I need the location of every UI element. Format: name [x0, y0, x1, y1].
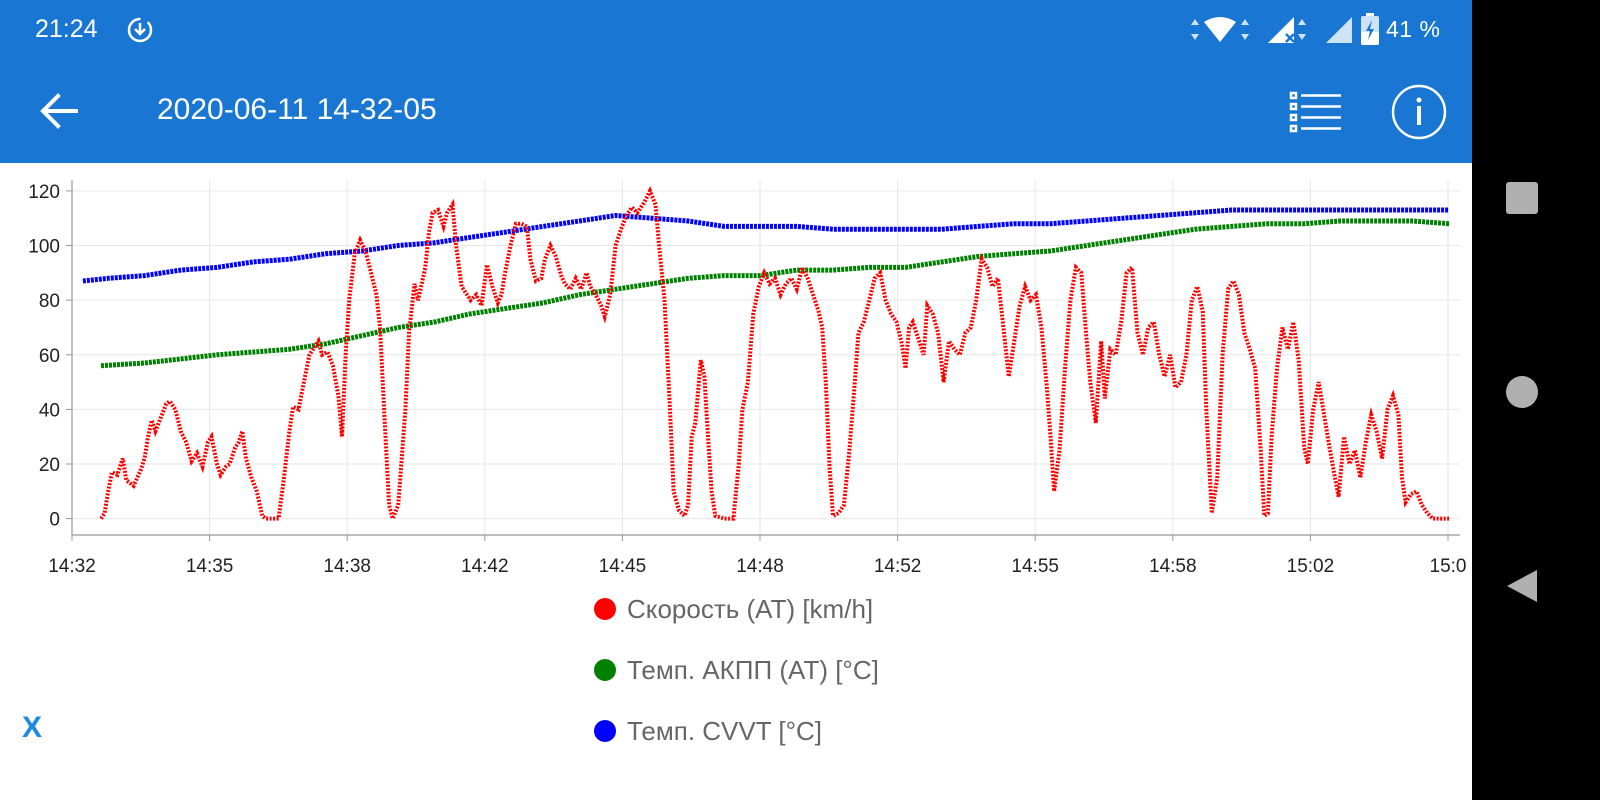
back-nav-button[interactable]: [1502, 566, 1542, 606]
legend-label: Скорость (AT) [km/h]: [627, 594, 874, 624]
y-tick-label: 120: [28, 182, 60, 203]
info-icon: [1391, 84, 1447, 140]
status-bar: 21:24 41 %: [0, 0, 1472, 63]
x-tick-label: 14:55: [1011, 556, 1059, 577]
triangle-back-icon: [1507, 570, 1537, 602]
cell-signal-icon: [1326, 17, 1352, 43]
series-line[interactable]: [99, 186, 1450, 525]
y-tick-label: 60: [39, 346, 60, 367]
x-tick-label: 15:0: [1430, 556, 1467, 577]
legend-label: Темп. CVVT [°C]: [627, 716, 822, 746]
series-line[interactable]: [100, 218, 1450, 369]
y-tick-label: 0: [49, 510, 60, 531]
line-chart[interactable]: 0 20 40 60 80 100 120 14:32 14:35 14:38 14:42 14:45…: [0, 163, 1472, 588]
x-tick-label: 14:58: [1149, 556, 1197, 577]
x-tick-label: 14:52: [874, 556, 922, 577]
y-tick-label: 40: [39, 400, 60, 421]
y-tick-label: 20: [39, 455, 60, 476]
x-tick-label: 14:48: [736, 556, 784, 577]
series-line[interactable]: [82, 207, 1450, 284]
legend-color-dot: [594, 598, 616, 620]
list-icon: [1289, 91, 1341, 133]
y-tick-label: 100: [28, 237, 60, 258]
legend-color-dot: [594, 659, 616, 681]
home-button[interactable]: [1502, 372, 1542, 412]
info-button[interactable]: [1390, 83, 1448, 141]
cell-signal-icon: [1268, 17, 1306, 43]
status-time: 21:24: [35, 15, 98, 43]
list-button[interactable]: [1285, 85, 1345, 141]
back-button[interactable]: [36, 83, 84, 139]
battery-percent: 41 %: [1386, 16, 1441, 42]
square-icon: [1506, 182, 1538, 214]
arrow-back-icon: [40, 93, 78, 129]
x-tick-label: 15:02: [1287, 556, 1335, 577]
close-button[interactable]: X: [22, 711, 43, 744]
page-title: 2020-06-11 14-32-05: [157, 93, 437, 126]
battery-charging-icon: [1361, 13, 1379, 45]
x-tick-label: 14:42: [461, 556, 509, 577]
circle-icon: [1506, 376, 1538, 408]
download-status-icon: [127, 17, 153, 43]
wifi-icon: [1191, 17, 1249, 42]
x-tick-label: 14:38: [323, 556, 371, 577]
y-tick-label: 80: [39, 291, 60, 312]
x-tick-label: 14:32: [48, 556, 96, 577]
app-bar: 2020-06-11 14-32-05: [0, 63, 1472, 163]
recents-button[interactable]: [1502, 178, 1542, 218]
x-tick-label: 14:35: [186, 556, 234, 577]
screen: 21:24 41 %: [0, 0, 1472, 800]
legend-color-dot: [594, 720, 616, 742]
legend-label: Темп. АКПП (AT) [°C]: [627, 655, 879, 685]
x-tick-label: 14:45: [599, 556, 647, 577]
navigation-bar: [1472, 0, 1600, 800]
